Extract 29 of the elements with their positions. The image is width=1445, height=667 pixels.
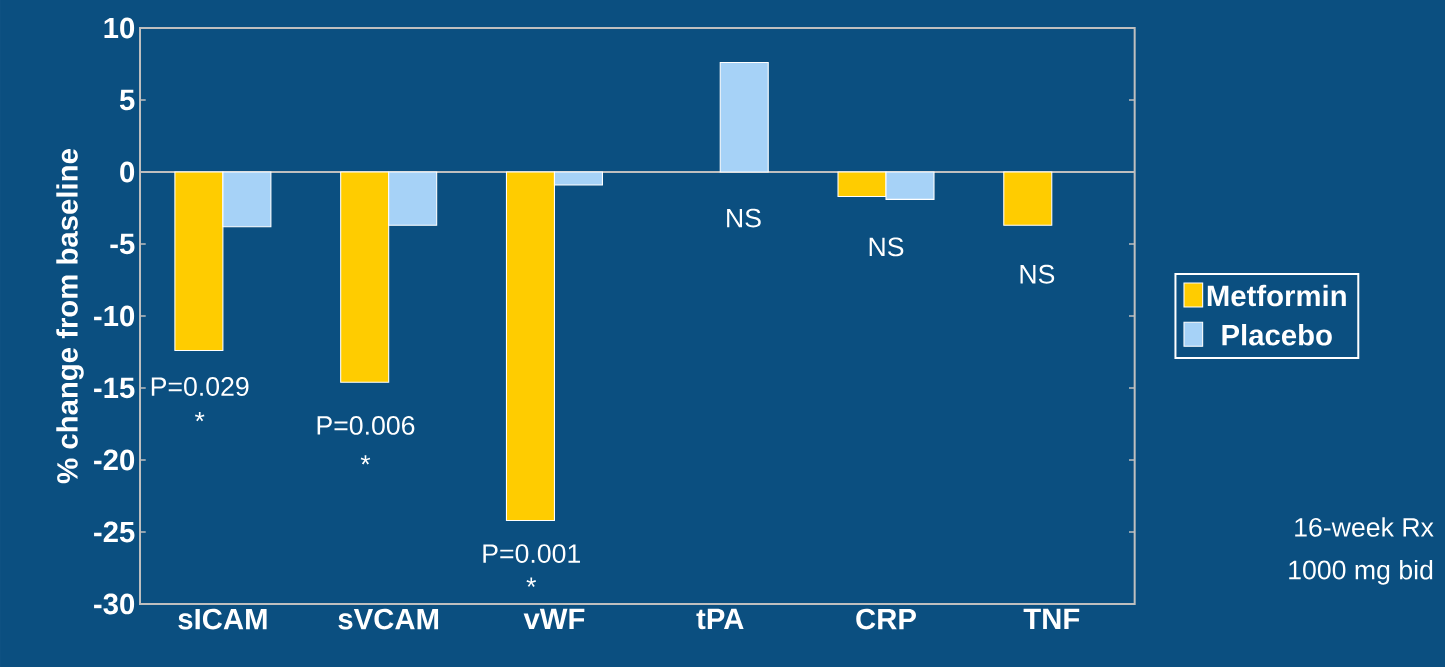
annotation: * xyxy=(526,577,537,587)
x-tick-label: tPA xyxy=(696,608,744,630)
x-tick-label: CRP xyxy=(856,608,916,630)
x-tick-label: TNF xyxy=(1023,608,1080,629)
annotation: * xyxy=(360,455,371,465)
text: 16-week Rx xyxy=(1295,517,1434,537)
annotation: NS xyxy=(869,237,904,257)
y-tick-label: -20 xyxy=(94,449,135,471)
y-tick-label: 5 xyxy=(119,89,135,111)
x-tick-label: vWF xyxy=(523,608,585,629)
annotation: P=0.001 xyxy=(483,544,580,564)
x-tick-label: sVCAM xyxy=(338,608,439,630)
y-tick-label: -10 xyxy=(94,305,135,327)
legend-label: Metformin xyxy=(1207,284,1346,307)
y-tick-label: 0 xyxy=(120,161,135,183)
y-tick-label: -15 xyxy=(94,377,135,399)
x-tick-label: sICAM xyxy=(178,608,267,630)
y-tick-label: -30 xyxy=(94,593,135,615)
annotation: P=0.029 xyxy=(151,377,249,396)
y-axis-title: % change from baseline xyxy=(56,149,84,484)
text: 1000 mg bid xyxy=(1289,559,1433,585)
y-tick-label: -25 xyxy=(94,521,135,543)
annotation: NS xyxy=(1020,264,1055,284)
y-tick-label: -5 xyxy=(110,233,135,255)
legend-label: Placebo xyxy=(1222,323,1332,346)
annotation: P=0.006 xyxy=(317,416,415,435)
y-tick-label: 10 xyxy=(104,17,135,39)
annotation: * xyxy=(194,411,205,422)
annotation: NS xyxy=(727,208,761,228)
